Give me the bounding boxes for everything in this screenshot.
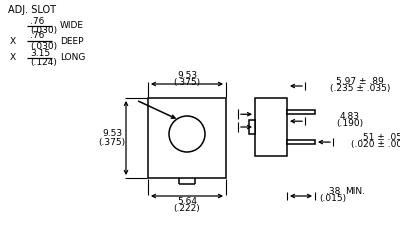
Text: DEEP: DEEP <box>60 36 84 46</box>
Bar <box>255 98 287 156</box>
Text: X: X <box>10 36 16 46</box>
Text: .38: .38 <box>326 186 340 196</box>
Text: (.222): (.222) <box>174 204 200 214</box>
Text: (.030): (.030) <box>30 27 57 35</box>
Text: (.015): (.015) <box>320 194 346 202</box>
Text: .76: .76 <box>30 16 44 26</box>
Bar <box>287 110 315 114</box>
Text: 4.83: 4.83 <box>340 112 360 121</box>
Text: (.190): (.190) <box>336 119 364 128</box>
Bar <box>249 120 255 134</box>
Text: 5.97 ± .89: 5.97 ± .89 <box>336 77 384 86</box>
Text: (.030): (.030) <box>30 42 57 50</box>
Text: (.124): (.124) <box>30 59 57 67</box>
Text: (.375): (.375) <box>174 77 200 87</box>
Text: LONG: LONG <box>60 53 85 62</box>
Text: (.020 ± .002): (.020 ± .002) <box>351 139 400 149</box>
Text: .76: .76 <box>30 31 44 41</box>
Text: ADJ. SLOT: ADJ. SLOT <box>8 5 56 15</box>
Text: .51 ± .05: .51 ± .05 <box>360 133 400 142</box>
Text: (.235 ± .035): (.235 ± .035) <box>330 83 390 92</box>
Text: 9.53: 9.53 <box>102 128 122 138</box>
Text: (.375): (.375) <box>98 138 126 147</box>
Circle shape <box>169 116 205 152</box>
Text: 5.64: 5.64 <box>177 198 197 206</box>
Text: MIN.: MIN. <box>345 186 365 196</box>
Text: 3.15: 3.15 <box>30 48 50 58</box>
Bar <box>148 98 226 178</box>
Text: X: X <box>10 53 16 62</box>
Bar <box>287 140 315 144</box>
Text: 9.53: 9.53 <box>177 72 197 80</box>
Text: WIDE: WIDE <box>60 21 84 31</box>
